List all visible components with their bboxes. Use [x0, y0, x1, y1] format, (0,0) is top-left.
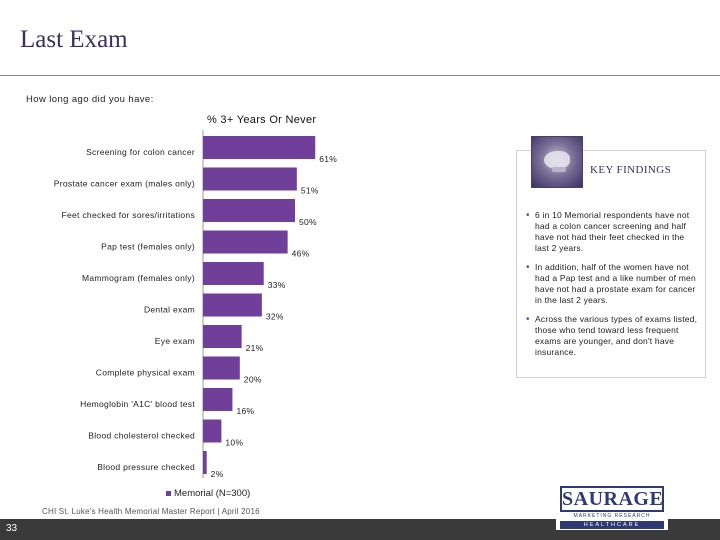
bar	[203, 167, 297, 191]
survey-question: How long ago did you have:	[26, 94, 154, 105]
value-label: 46%	[292, 249, 310, 259]
bar-chart: Screening for colon cancer 61% Prostate ca…	[54, 130, 337, 478]
bar	[203, 356, 240, 380]
value-label: 20%	[244, 375, 262, 385]
hand-holding-key-photo-icon	[531, 136, 583, 188]
value-label: 10%	[225, 438, 243, 448]
category-label: Screening for colon cancer	[86, 147, 195, 157]
legend-swatch	[166, 491, 171, 496]
key-findings-heading: KEY FINDINGS	[590, 164, 672, 176]
category-label: Complete physical exam	[96, 368, 195, 378]
finding-item: In addition, half of the women have not …	[526, 262, 698, 306]
value-label: 50%	[299, 217, 317, 227]
category-label: Prostate cancer exam (males only)	[54, 179, 195, 189]
page-title: Last Exam	[20, 26, 128, 53]
bar	[203, 419, 222, 443]
category-label: Dental exam	[144, 305, 195, 315]
legend-label: Memorial (N=300)	[174, 488, 251, 499]
finding-item: 6 in 10 Memorial respondents have not ha…	[526, 210, 698, 254]
bar	[203, 262, 264, 285]
value-label: 2%	[211, 469, 224, 478]
value-label: 16%	[236, 406, 254, 416]
logo-wordmark: SAURAGE	[560, 486, 664, 512]
key-findings-list: 6 in 10 Memorial respondents have not ha…	[526, 210, 698, 366]
bar	[203, 136, 316, 159]
category-label: Hemoglobin 'A1C' blood test	[80, 399, 195, 409]
value-label: 21%	[246, 343, 264, 353]
category-label: Blood cholesterol checked	[88, 431, 195, 441]
source-note: CHI St. Luke's Health Memorial Master Re…	[42, 507, 260, 516]
footer-bar	[0, 519, 720, 540]
page-number: 33	[6, 523, 18, 534]
bar	[203, 451, 207, 474]
chart-legend: Memorial (N=300)	[166, 488, 250, 499]
logo-subtitle: MARKETING RESEARCH	[573, 513, 651, 519]
category-label: Blood pressure checked	[97, 462, 195, 472]
value-label: 51%	[301, 186, 319, 196]
saurage-logo: SAURAGE MARKETING RESEARCH HEALTHCARE	[556, 484, 668, 530]
finding-item: Across the various types of exams listed…	[526, 314, 698, 358]
bar	[203, 230, 288, 254]
bar	[203, 325, 242, 348]
category-label: Pap test (females only)	[101, 242, 195, 252]
bar	[203, 199, 295, 222]
chart-title: % 3+ Years Or Never	[207, 114, 317, 126]
category-label: Mammogram (females only)	[82, 273, 195, 283]
bar	[203, 388, 233, 411]
bar	[203, 293, 262, 317]
logo-strip: HEALTHCARE	[560, 521, 664, 529]
value-label: 33%	[268, 280, 286, 290]
value-label: 61%	[319, 154, 337, 164]
category-label: Feet checked for sores/irritations	[62, 210, 196, 220]
value-label: 32%	[266, 312, 284, 322]
title-divider	[0, 75, 720, 76]
category-label: Eye exam	[155, 336, 195, 346]
